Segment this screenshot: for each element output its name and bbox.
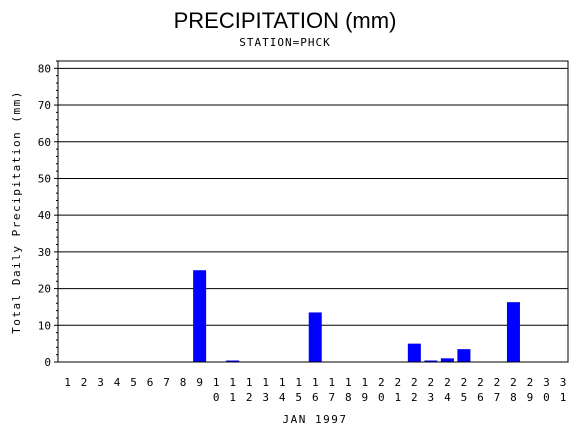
y-tick-label: 0 xyxy=(44,356,51,369)
bar-day-16 xyxy=(308,312,322,362)
x-tick-label: 5 xyxy=(130,376,137,389)
y-tick-label: 10 xyxy=(38,319,51,332)
y-tick-label: 60 xyxy=(38,136,51,149)
x-axis-label: JAN 1997 xyxy=(283,413,348,426)
bar-day-28 xyxy=(506,302,520,362)
grid-layer xyxy=(58,67,568,326)
x-tick-layer: 1 2 3 4 5 6 7 8 9 1 01 11 21 31 41 51 61 71 81 92 02 12 22 32 42… xyxy=(64,376,566,404)
bar-day-9 xyxy=(193,270,207,362)
bar-day-23 xyxy=(424,360,438,362)
x-tick-label: 9 xyxy=(196,376,203,389)
bar-layer xyxy=(193,270,520,362)
y-tick-label: 20 xyxy=(38,283,51,296)
chart-subtitle: STATION=PHCK xyxy=(239,36,330,49)
y-tick-label: 70 xyxy=(38,99,51,112)
bar-day-24 xyxy=(440,358,454,362)
x-tick-label: 3 xyxy=(97,376,104,389)
y-tick-label: 80 xyxy=(38,62,51,75)
x-tick-label: 7 xyxy=(163,376,170,389)
y-tick-layer: 0 10 20 30 40 50 60 70 80 xyxy=(38,60,58,369)
bar-day-11 xyxy=(226,360,240,362)
y-tick-label: 50 xyxy=(38,172,51,185)
x-tick-label: 4 xyxy=(114,376,121,389)
chart-title: PRECIPITATION (mm) xyxy=(174,8,397,33)
x-tick-label: 1 xyxy=(64,376,71,389)
x-tick-label: 6 xyxy=(147,376,154,389)
y-axis-label: Total Daily Precipitation (mm) xyxy=(10,90,23,334)
plot-area-frame xyxy=(57,60,569,363)
y-tick-label: 40 xyxy=(38,209,51,222)
y-tick-label: 30 xyxy=(38,246,51,259)
x-tick-label: 8 xyxy=(180,376,187,389)
bar-day-22 xyxy=(407,343,421,362)
bar-day-25 xyxy=(457,349,471,362)
x-tick-label: 2 xyxy=(81,376,88,389)
